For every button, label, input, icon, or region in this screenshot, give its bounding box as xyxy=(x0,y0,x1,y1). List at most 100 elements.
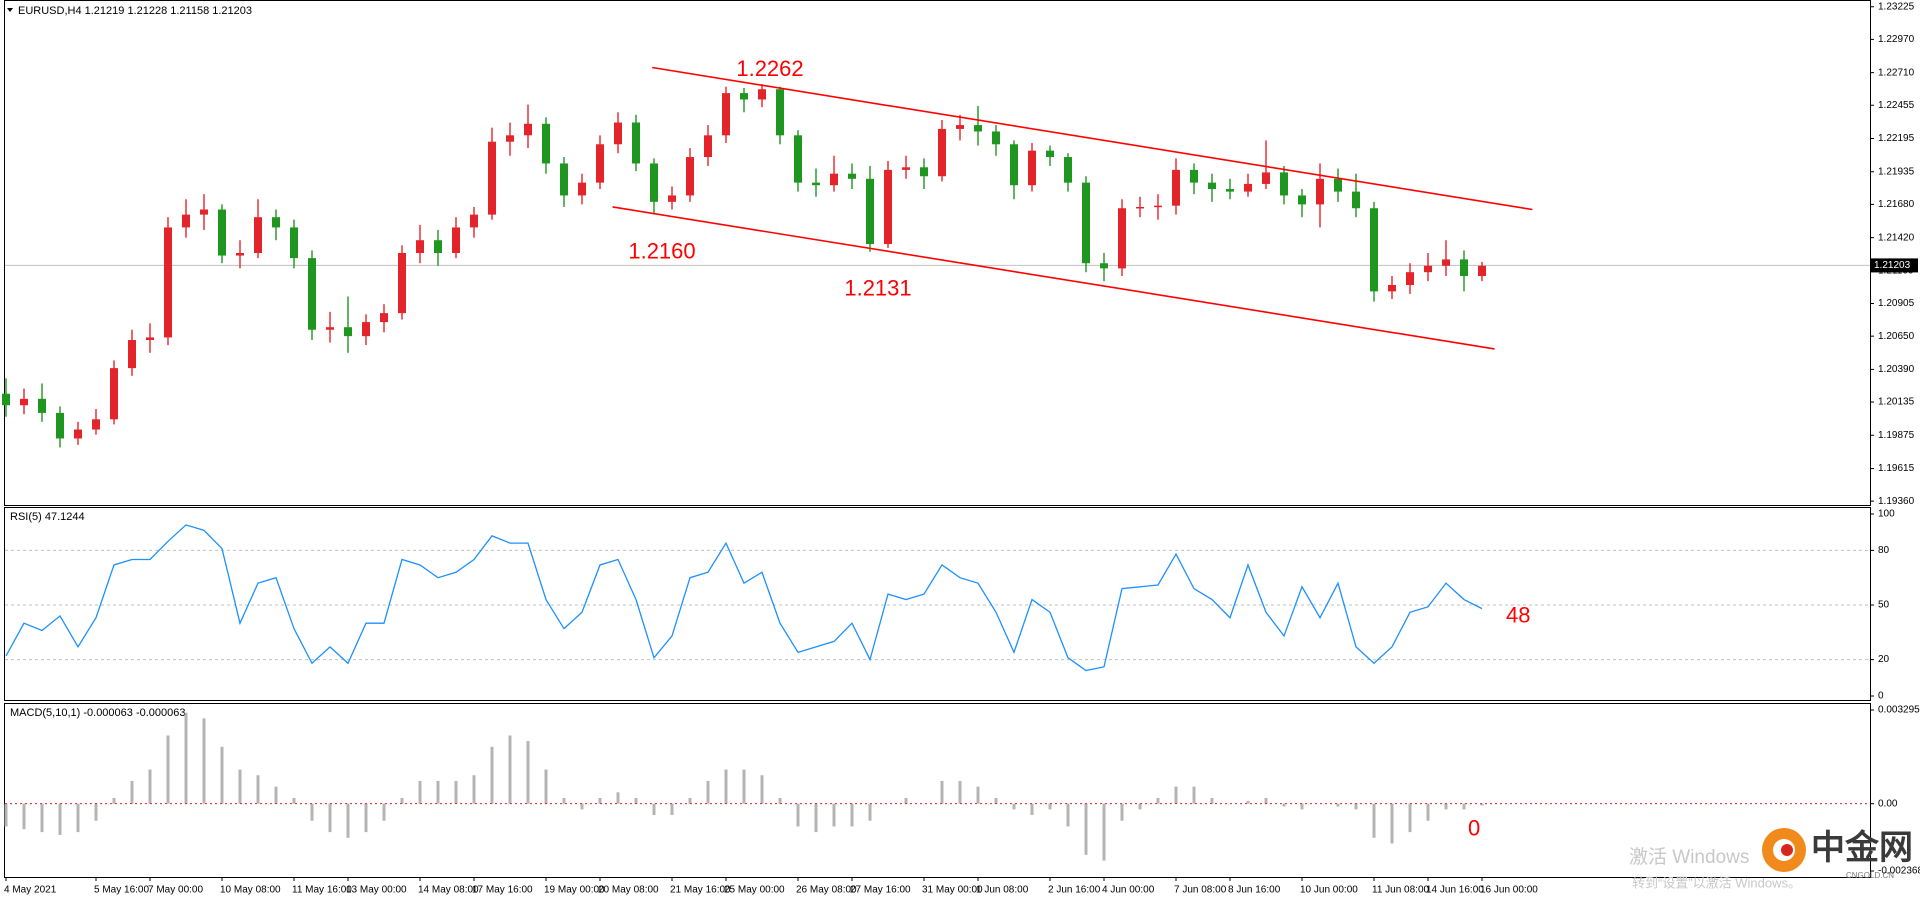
price-annotation: 1.2131 xyxy=(844,276,911,301)
candle-body xyxy=(434,240,442,253)
menu-triangle[interactable] xyxy=(7,8,13,12)
candle-body xyxy=(1172,169,1180,206)
candle-body xyxy=(20,398,28,406)
y-tick-label: 1.21680 xyxy=(1878,199,1915,210)
candle-body xyxy=(812,182,820,186)
logo-subtext: CNGOLD.CN xyxy=(1846,871,1894,880)
x-tick-label: 27 May 16:00 xyxy=(850,885,911,896)
y-tick-label: 1.22455 xyxy=(1878,100,1915,111)
candle-body xyxy=(1478,265,1486,277)
x-tick-label: 25 May 00:00 xyxy=(724,885,785,896)
value-annotation: 48 xyxy=(1506,602,1530,627)
main-panel-frame xyxy=(4,0,1871,506)
candle-body xyxy=(2,393,10,406)
candle-body xyxy=(380,313,388,323)
candle-body xyxy=(1136,206,1144,209)
candle-body xyxy=(1460,259,1468,277)
candle-body xyxy=(542,123,550,164)
x-tick-label: 17 May 16:00 xyxy=(472,885,533,896)
candle-body xyxy=(1154,205,1162,208)
y-tick-label: 1.22195 xyxy=(1878,133,1915,144)
candle-body xyxy=(290,227,298,259)
candle-body xyxy=(776,89,784,136)
x-tick-label: 13 May 00:00 xyxy=(346,885,407,896)
candle-body xyxy=(1388,284,1396,292)
y-tick-label: 50 xyxy=(1878,600,1890,611)
candle-body xyxy=(506,135,514,142)
logo-mark-core xyxy=(1781,844,1793,856)
y-tick-label: 1.20650 xyxy=(1878,331,1915,342)
candle-body xyxy=(722,93,730,136)
price-annotation: 1.2160 xyxy=(628,238,695,263)
candle-body xyxy=(1082,182,1090,264)
y-tick-label: 1.23225 xyxy=(1878,1,1915,12)
candle-body xyxy=(1028,150,1036,186)
candle-body xyxy=(1064,157,1072,183)
candle-body xyxy=(1406,272,1414,285)
last-price-label: 1.21203 xyxy=(1874,260,1911,271)
candle-body xyxy=(74,429,82,439)
value-annotation: 0 xyxy=(1468,815,1480,840)
candle-body xyxy=(848,173,856,179)
candle-body xyxy=(1190,169,1198,183)
macd-panel-frame xyxy=(4,703,1871,878)
candle-body xyxy=(452,227,460,253)
candle-body xyxy=(830,173,838,186)
candle-body xyxy=(470,214,478,228)
y-tick-label: 0.003295 xyxy=(1878,705,1920,716)
candle-body xyxy=(974,125,982,132)
x-tick-label: 4 May 2021 xyxy=(4,885,57,896)
candle-body xyxy=(1046,150,1054,158)
x-tick-label: 21 May 16:00 xyxy=(670,885,731,896)
price-annotation: 1.2262 xyxy=(736,56,803,81)
y-tick-label: 1.19875 xyxy=(1878,430,1915,441)
candle-body xyxy=(668,195,676,202)
y-tick-label: 0 xyxy=(1878,691,1884,702)
candle-body xyxy=(650,163,658,202)
candle-body xyxy=(1334,178,1342,192)
candle-body xyxy=(416,240,424,253)
x-tick-label: 19 May 00:00 xyxy=(544,885,605,896)
watermark-hint: 转到“设置”以激活 Windows。 xyxy=(1632,875,1801,890)
x-tick-label: 4 Jun 00:00 xyxy=(1102,885,1155,896)
y-tick-label: 100 xyxy=(1878,509,1895,520)
y-tick-label: 1.22970 xyxy=(1878,34,1915,45)
candle-body xyxy=(1442,259,1450,266)
y-tick-label: 1.21935 xyxy=(1878,166,1915,177)
rsi-line xyxy=(5,524,1483,672)
logo-text: 中金网 xyxy=(1811,828,1913,867)
trend-line xyxy=(612,206,1495,350)
candle-body xyxy=(740,93,748,100)
candle-body xyxy=(902,167,910,170)
y-tick-label: 80 xyxy=(1878,545,1890,556)
x-tick-label: 14 Jun 16:00 xyxy=(1426,885,1484,896)
candle-body xyxy=(956,125,964,129)
candle-body xyxy=(146,337,154,340)
candle-body xyxy=(596,144,604,183)
candle-body xyxy=(1010,144,1018,186)
candle-body xyxy=(182,214,190,228)
y-tick-label: 1.20905 xyxy=(1878,298,1915,309)
last-price-box xyxy=(1871,258,1918,273)
candle-body xyxy=(1208,182,1216,190)
candle-body xyxy=(56,412,64,439)
candle-body xyxy=(794,135,802,183)
candle-body xyxy=(308,258,316,330)
candle-body xyxy=(92,419,100,430)
candle-body xyxy=(578,182,586,196)
candle-body xyxy=(1280,172,1288,196)
candle-body xyxy=(704,135,712,158)
candle-body xyxy=(884,169,892,245)
candle-body xyxy=(524,123,532,136)
x-tick-label: 11 Jun 08:00 xyxy=(1372,885,1430,896)
candle-body xyxy=(488,141,496,215)
y-tick-label: 20 xyxy=(1878,654,1890,665)
candle-body xyxy=(686,157,694,196)
macd-title: MACD(5,10,1) -0.000063 -0.000063 xyxy=(10,707,186,719)
x-tick-label: 11 May 16:00 xyxy=(292,885,352,896)
candle-body xyxy=(1226,189,1234,192)
x-tick-label: 2 Jun 16:00 xyxy=(1048,885,1101,896)
